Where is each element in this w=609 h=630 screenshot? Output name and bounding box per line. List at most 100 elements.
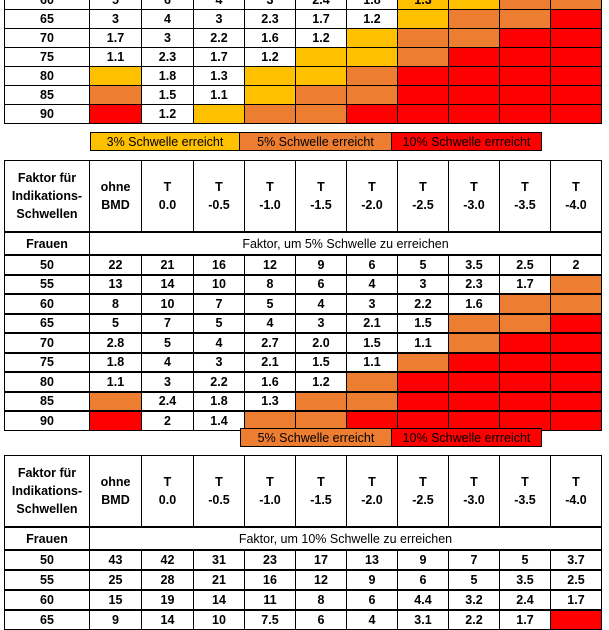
value-cell: 4 [142, 352, 194, 372]
frauen-label: Frauen [4, 527, 90, 550]
value-cell: 1.6 [449, 294, 500, 314]
factor-header-line: Indikations- [11, 484, 83, 498]
value-cell: 12 [296, 570, 347, 590]
value-cell: 5 [90, 313, 142, 333]
factor-header-line: Indikations- [11, 189, 83, 203]
value-cell: 4.4 [398, 590, 449, 610]
value-cell: 5 [245, 294, 296, 314]
value-cell: 2.2 [194, 29, 245, 48]
value-cell [449, 67, 500, 86]
t-score-header: T -2.0 [347, 455, 398, 527]
value-cell: 8 [90, 294, 142, 314]
value-cell: 8 [245, 274, 296, 294]
t-score-header: T -3.0 [449, 455, 500, 527]
value-cell: 9 [347, 570, 398, 590]
value-cell: 4 [194, 0, 245, 10]
value-cell [347, 67, 398, 86]
value-cell [194, 105, 245, 124]
age-cell: 75 [4, 48, 90, 67]
value-cell: 4 [194, 333, 245, 353]
value-cell: 2.1 [245, 352, 296, 372]
t-value: -2.0 [361, 493, 383, 507]
t-value: -1.5 [310, 198, 332, 212]
value-cell: 12 [245, 255, 296, 275]
value-cell [500, 29, 551, 48]
value-cell [347, 48, 398, 67]
value-cell [551, 29, 602, 48]
t-label: T [266, 180, 274, 194]
value-cell: 3 [194, 10, 245, 29]
t-label: T [368, 475, 376, 489]
value-cell: 2.4 [296, 0, 347, 10]
value-cell [449, 10, 500, 29]
value-cell [500, 86, 551, 105]
t-score-header: T -3.5 [500, 160, 551, 232]
value-cell: 2.5 [551, 570, 602, 590]
value-cell [500, 294, 551, 314]
value-cell [551, 48, 602, 67]
value-cell: 21 [142, 255, 194, 275]
t-label: T [317, 180, 325, 194]
age-cell: 65 [4, 610, 90, 630]
t-label: T [163, 475, 172, 489]
value-cell: 14 [194, 590, 245, 610]
t-value: -3.5 [514, 493, 536, 507]
value-cell [449, 29, 500, 48]
value-cell [551, 105, 602, 124]
t-score-header: T -1.0 [245, 455, 296, 527]
t-score-header: T -4.0 [551, 455, 602, 527]
t-score-header: T -0.5 [194, 160, 245, 232]
value-cell [347, 391, 398, 411]
value-cell: 2 [551, 255, 602, 275]
value-cell: 6 [347, 590, 398, 610]
value-cell [500, 313, 551, 333]
value-cell: 2.7 [245, 333, 296, 353]
t-value: -1.0 [259, 493, 281, 507]
value-cell: 1.7 [551, 590, 602, 610]
value-cell [296, 105, 347, 124]
age-cell: 85 [4, 391, 90, 411]
value-cell: 5 [500, 550, 551, 570]
t-value: -0.5 [208, 493, 230, 507]
age-cell: 80 [4, 67, 90, 86]
value-cell [90, 391, 142, 411]
value-cell [245, 105, 296, 124]
t-value: 0.0 [158, 198, 177, 212]
value-cell: 25 [90, 570, 142, 590]
value-cell: 14 [142, 610, 194, 630]
value-cell: 1.2 [347, 10, 398, 29]
value-cell: 15 [90, 590, 142, 610]
value-cell: 1.2 [296, 29, 347, 48]
factor-header: Faktor für Indikations- Schwellen [4, 455, 90, 527]
value-cell: 1.4 [194, 411, 245, 431]
value-cell [551, 67, 602, 86]
value-cell: 13 [347, 550, 398, 570]
value-cell: 6 [296, 610, 347, 630]
value-cell: 1.7 [90, 29, 142, 48]
value-cell: 17 [296, 550, 347, 570]
ohne-bmd-line: ohne [100, 180, 131, 194]
t-value: 0.0 [158, 493, 177, 507]
value-cell: 3 [398, 274, 449, 294]
value-cell: 1.1 [90, 372, 142, 392]
value-cell [449, 105, 500, 124]
legend-item: 10% Schwelle errreicht [392, 428, 542, 447]
value-cell: 1.5 [398, 313, 449, 333]
value-cell [347, 29, 398, 48]
value-cell: 3 [245, 0, 296, 10]
table-caption: Faktor, um 5% Schwelle zu erreichen [90, 232, 602, 255]
t-label: T [419, 475, 427, 489]
value-cell: 6 [142, 0, 194, 10]
factor-header-line: Schwellen [16, 502, 78, 516]
value-cell [551, 352, 602, 372]
age-cell: 85 [4, 86, 90, 105]
t-value: -1.5 [310, 493, 332, 507]
value-cell: 1.5 [347, 333, 398, 353]
value-cell: 8 [296, 590, 347, 610]
value-cell: 16 [245, 570, 296, 590]
value-cell: 4 [347, 610, 398, 630]
value-cell [90, 86, 142, 105]
t-score-header: T -1.5 [296, 160, 347, 232]
value-cell: 2.5 [500, 255, 551, 275]
age-cell: 60 [4, 590, 90, 610]
